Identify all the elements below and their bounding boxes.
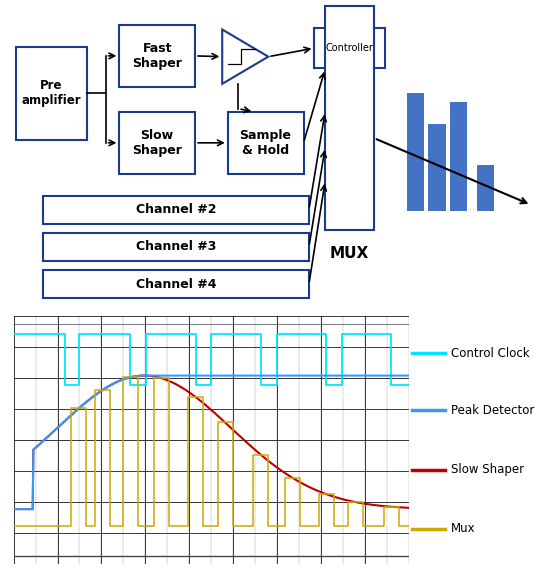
FancyBboxPatch shape — [119, 112, 195, 174]
Text: Pre
amplifier: Pre amplifier — [22, 79, 81, 107]
Text: Channel #3: Channel #3 — [136, 240, 216, 254]
Text: Slow
Shaper: Slow Shaper — [132, 129, 182, 157]
Text: Peak Detector: Peak Detector — [451, 404, 534, 417]
Text: Channel #2: Channel #2 — [136, 203, 216, 216]
FancyBboxPatch shape — [228, 112, 304, 174]
FancyBboxPatch shape — [325, 6, 374, 230]
FancyBboxPatch shape — [428, 124, 446, 211]
Text: Controller: Controller — [326, 43, 373, 53]
Text: Channel #4: Channel #4 — [136, 278, 216, 290]
FancyBboxPatch shape — [477, 164, 494, 211]
Text: Control Clock: Control Clock — [451, 347, 530, 360]
FancyBboxPatch shape — [314, 28, 385, 68]
FancyBboxPatch shape — [119, 25, 195, 87]
FancyBboxPatch shape — [43, 233, 309, 261]
FancyBboxPatch shape — [450, 102, 467, 211]
Text: Fast
Shaper: Fast Shaper — [132, 42, 182, 70]
FancyBboxPatch shape — [16, 47, 87, 140]
Text: Sample
& Hold: Sample & Hold — [240, 129, 292, 157]
Text: Mux: Mux — [451, 522, 476, 535]
Polygon shape — [222, 29, 268, 84]
FancyBboxPatch shape — [43, 270, 309, 298]
FancyBboxPatch shape — [406, 93, 424, 211]
Text: MUX: MUX — [330, 246, 369, 260]
Text: Slow Shaper: Slow Shaper — [451, 463, 524, 476]
FancyBboxPatch shape — [43, 196, 309, 224]
